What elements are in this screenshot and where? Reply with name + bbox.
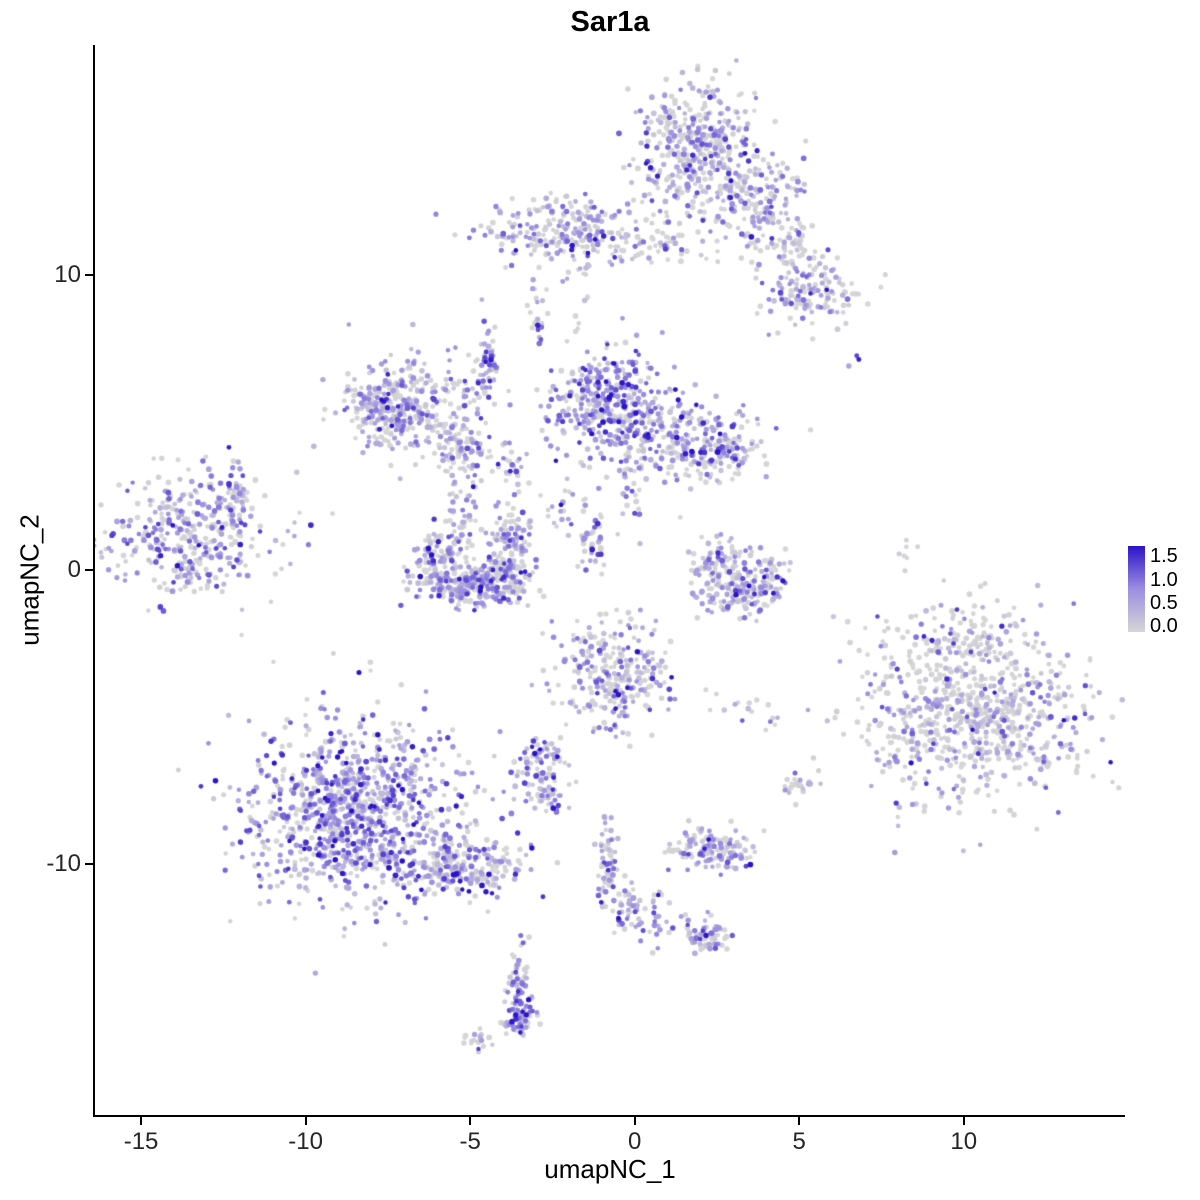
legend-tick-labels: 1.5 1.0 0.5 0.0 [1128,545,1198,636]
x-tick-mark [962,1117,965,1125]
plot-panel [93,45,1125,1117]
legend-tick-label: 1.0 [1150,568,1178,591]
legend-gradient-bar [1128,546,1145,632]
plot-title: Sar1a [570,6,650,38]
x-tick-mark [140,1117,143,1125]
legend-tick-label: 0.0 [1150,615,1178,638]
x-axis-label: umapNC_1 [544,1154,676,1184]
x-tick-mark [304,1117,307,1125]
x-tick-mark [469,1117,472,1125]
y-tick-mark [85,568,93,571]
y-tick-label: 10 [54,260,81,288]
y-tick-mark [85,273,93,276]
legend-tick-label: 1.5 [1150,545,1178,568]
y-tick-label: 0 [67,555,81,583]
x-tick-mark [633,1117,636,1125]
y-tick-mark [85,863,93,866]
x-tick-label: 0 [627,1128,642,1155]
x-tick-label: -5 [459,1128,481,1155]
x-tick-label: 5 [792,1128,806,1155]
y-tick-label: -10 [46,850,81,878]
x-tick-label: 10 [950,1128,978,1155]
x-tick-label: -10 [288,1128,323,1155]
scatter-points-canvas [95,45,1125,1115]
legend-tick-label: 0.5 [1150,592,1178,615]
color-legend: 1.5 1.0 0.5 0.0 [1128,546,1198,646]
x-tick-label: -15 [123,1128,159,1155]
x-tick-mark [798,1117,801,1125]
